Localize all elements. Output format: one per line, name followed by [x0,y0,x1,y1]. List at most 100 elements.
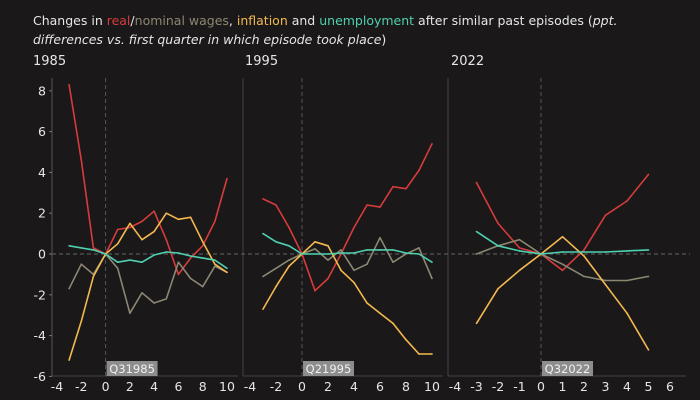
series-line-real [68,84,228,276]
data-point [92,275,95,278]
data-point [275,267,277,270]
panel-year-label: 1985 [33,54,66,69]
episode-label-box [303,361,354,376]
data-point [392,322,394,325]
episode-label-box [542,361,593,376]
data-point [177,218,180,221]
x-tick-label: 8 [199,379,207,394]
data-point [379,206,381,208]
series-line-nominal-wages [68,253,228,315]
data-point [214,259,216,261]
data-point [116,261,119,263]
series-unemployment [262,232,433,263]
x-tick-label: 8 [402,379,410,394]
data-point [165,212,168,214]
legend-nominal: nominal wages [134,13,229,28]
data-point [80,263,83,266]
data-point [116,267,119,270]
data-point [647,275,650,278]
data-point [392,185,394,188]
title-text: ) [381,32,387,47]
series-nominal-wages [475,238,650,282]
data-point [314,240,316,243]
data-point [141,238,143,241]
x-tick-label: 3 [602,379,610,394]
data-point [647,249,650,251]
data-point [647,349,650,351]
data-point [561,251,564,253]
y-tick-label: 6 [38,124,46,139]
data-point [518,247,521,249]
x-tick-label: -4 [51,379,64,394]
data-point [518,269,521,272]
data-point [201,285,204,288]
data-point [366,263,368,266]
data-point [288,226,290,229]
data-point [379,249,381,251]
x-tick-label: -4 [449,379,462,394]
series-line-real [475,173,650,272]
y-tick-label: 4 [38,165,46,180]
series-line-unemployment [68,245,228,269]
y-tick-label: 2 [38,206,46,221]
data-point [153,230,155,233]
data-point [518,250,521,252]
panel-year-label: 1995 [245,54,278,69]
series-nominal-wages [262,236,433,280]
x-tick-label: 6 [376,379,384,394]
series-line-nominal-wages [476,238,649,282]
data-point [177,252,180,254]
data-point [262,232,264,235]
data-point [80,247,83,249]
x-tick-label: 6 [666,379,674,394]
x-tick-label: 0 [298,379,306,394]
data-point [189,257,192,259]
y-tick-label: -2 [34,287,46,302]
data-point [366,302,368,304]
data-point [314,253,316,255]
data-point [561,235,564,238]
data-point [141,291,143,294]
data-point [497,287,499,290]
data-point [340,269,342,272]
data-point [327,253,329,255]
data-point [80,320,83,323]
series-unemployment [475,230,650,255]
episode-label: Q21995 [306,362,352,376]
title-text: Changes in [33,13,107,28]
data-point [497,222,499,225]
data-point [475,181,478,184]
data-point [497,245,499,247]
data-point [153,210,155,212]
series-unemployment [68,245,228,270]
data-point [431,353,433,355]
data-point [189,277,192,280]
data-point [201,245,204,247]
data-point [275,204,277,206]
x-tick-label: -4 [244,379,257,394]
data-point [418,247,420,249]
data-point [288,259,290,261]
data-point [68,359,70,361]
series-real [475,173,650,272]
data-point [561,269,564,272]
data-point [475,322,478,325]
x-tick-label: 2 [126,379,134,394]
data-point [129,226,131,229]
data-point [431,261,433,263]
data-point [301,253,303,255]
data-point [189,255,192,257]
data-point [353,226,355,229]
y-tick-label: -4 [34,328,47,343]
data-point [418,253,420,255]
data-point [392,249,394,251]
title-text: , [228,13,237,28]
x-tick-label: 1 [559,379,567,394]
data-point [366,249,368,251]
series-line-inflation [262,241,432,355]
episode-label: Q32022 [545,362,591,376]
data-point [177,273,180,276]
data-point [153,302,155,304]
series-inflation [262,240,433,355]
